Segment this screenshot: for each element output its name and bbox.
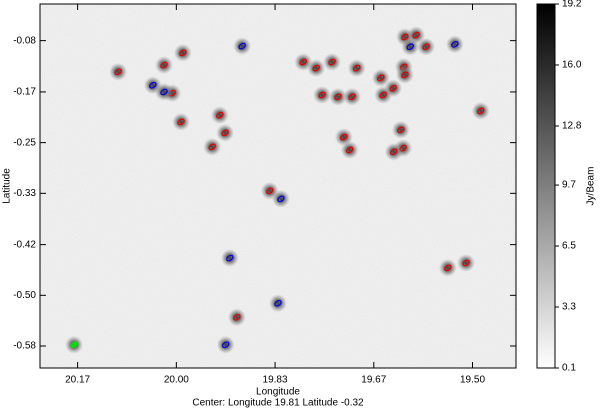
source-ellipse	[221, 341, 230, 349]
source-ellipse	[221, 129, 229, 137]
x-tick-label: 19.50	[460, 375, 485, 386]
x-tick-label: 19.83	[263, 375, 288, 386]
source-blob	[323, 53, 342, 72]
source-ellipse	[114, 68, 122, 76]
x-tick-label: 20.17	[65, 375, 90, 386]
source-blob	[371, 68, 390, 87]
source-blob	[216, 335, 235, 354]
source-blob	[384, 142, 403, 161]
source-blob	[374, 86, 393, 104]
source-ellipse	[226, 254, 234, 262]
plot-frame	[39, 3, 517, 369]
source-blob	[401, 37, 420, 56]
colorbar	[536, 3, 556, 369]
source-blob	[445, 35, 464, 54]
source-ellipse	[422, 43, 430, 51]
source-ellipse	[462, 259, 470, 267]
source-blob	[203, 137, 222, 156]
source-ellipse	[299, 58, 308, 66]
source-blob	[154, 56, 173, 75]
source-ellipse	[352, 64, 361, 72]
source-ellipse	[397, 126, 405, 134]
source-blob	[233, 37, 252, 56]
colorbar-tick-label: 16.0	[562, 60, 582, 71]
source-ellipse	[274, 299, 282, 307]
source-ellipse	[345, 146, 354, 154]
source-ellipse	[266, 187, 274, 195]
source-blob	[109, 62, 128, 81]
source-blob	[347, 59, 366, 78]
colorbar-tick-label: 3.3	[562, 302, 576, 313]
y-axis-label: Latitude	[2, 168, 13, 204]
x-tick-label: 19.67	[361, 375, 386, 386]
source-ellipse	[160, 88, 168, 96]
colorbar-tick-label: 0.1	[562, 363, 576, 374]
source-ellipse	[208, 143, 216, 151]
source-blob	[154, 82, 173, 101]
source-blob	[438, 258, 457, 277]
source-ellipse	[312, 64, 320, 72]
source-blob	[227, 308, 246, 327]
source-blob	[173, 43, 192, 62]
source-ellipse	[379, 91, 387, 99]
y-tick-label: -0.33	[13, 188, 36, 199]
y-tick-label: -0.58	[13, 341, 36, 352]
source-ellipse	[177, 118, 185, 126]
source-ellipse	[328, 58, 336, 66]
footer: Center: Longitude 19.81 Latitude -0.32	[192, 398, 364, 408]
source-ellipse	[277, 195, 285, 203]
source-blob	[210, 106, 229, 125]
source-ellipse	[160, 61, 168, 69]
colorbar-label: Jy/Beam	[586, 167, 597, 206]
image-noise	[40, 4, 516, 368]
source-blob	[269, 294, 287, 313]
source-ellipse	[406, 43, 414, 51]
source-blob	[457, 253, 476, 272]
source-ellipse	[340, 133, 348, 141]
x-axis-label: Longitude	[256, 387, 300, 398]
source-blob	[391, 120, 410, 139]
y-tick-label: -0.25	[13, 137, 36, 148]
source-ellipse	[348, 93, 356, 101]
source-blob	[271, 189, 290, 208]
source-ellipse	[334, 93, 342, 101]
source-ellipse	[401, 71, 409, 79]
source-ellipse	[451, 40, 459, 48]
colorbar-tick-label: 9.7	[562, 180, 576, 191]
source-blob	[313, 86, 332, 104]
source-ellipse	[216, 111, 224, 119]
source-blob	[343, 87, 362, 106]
colorbar-tick-label: 12.8	[562, 121, 582, 132]
source-ellipse	[444, 264, 452, 272]
source-ellipse	[70, 341, 78, 349]
source-ellipse	[318, 91, 326, 99]
source-blob	[417, 37, 436, 56]
source-blob	[220, 249, 239, 268]
source-ellipse	[238, 42, 246, 50]
source-ellipse	[412, 31, 420, 39]
source-ellipse	[233, 313, 241, 321]
source-ellipse	[476, 107, 485, 115]
source-blob	[395, 65, 414, 84]
y-tick-label: -0.17	[13, 87, 36, 98]
source-blob	[328, 87, 347, 106]
source-ellipse	[149, 81, 157, 89]
source-blob	[471, 101, 490, 120]
y-tick-label: -0.50	[13, 290, 36, 301]
y-tick-label: -0.42	[13, 239, 36, 250]
source-blob	[216, 123, 235, 142]
colorbar-tick-label: 6.5	[562, 241, 576, 252]
source-ellipse	[179, 49, 187, 57]
colorbar-tick-label: 19.2	[562, 0, 582, 10]
x-tick-label: 20.00	[164, 375, 189, 386]
source-ellipse	[377, 74, 385, 82]
source-blob	[340, 140, 359, 159]
source-ellipse	[390, 148, 398, 156]
y-tick-label: -0.08	[13, 35, 36, 46]
source-blob	[307, 59, 326, 78]
source-blob	[172, 112, 191, 131]
